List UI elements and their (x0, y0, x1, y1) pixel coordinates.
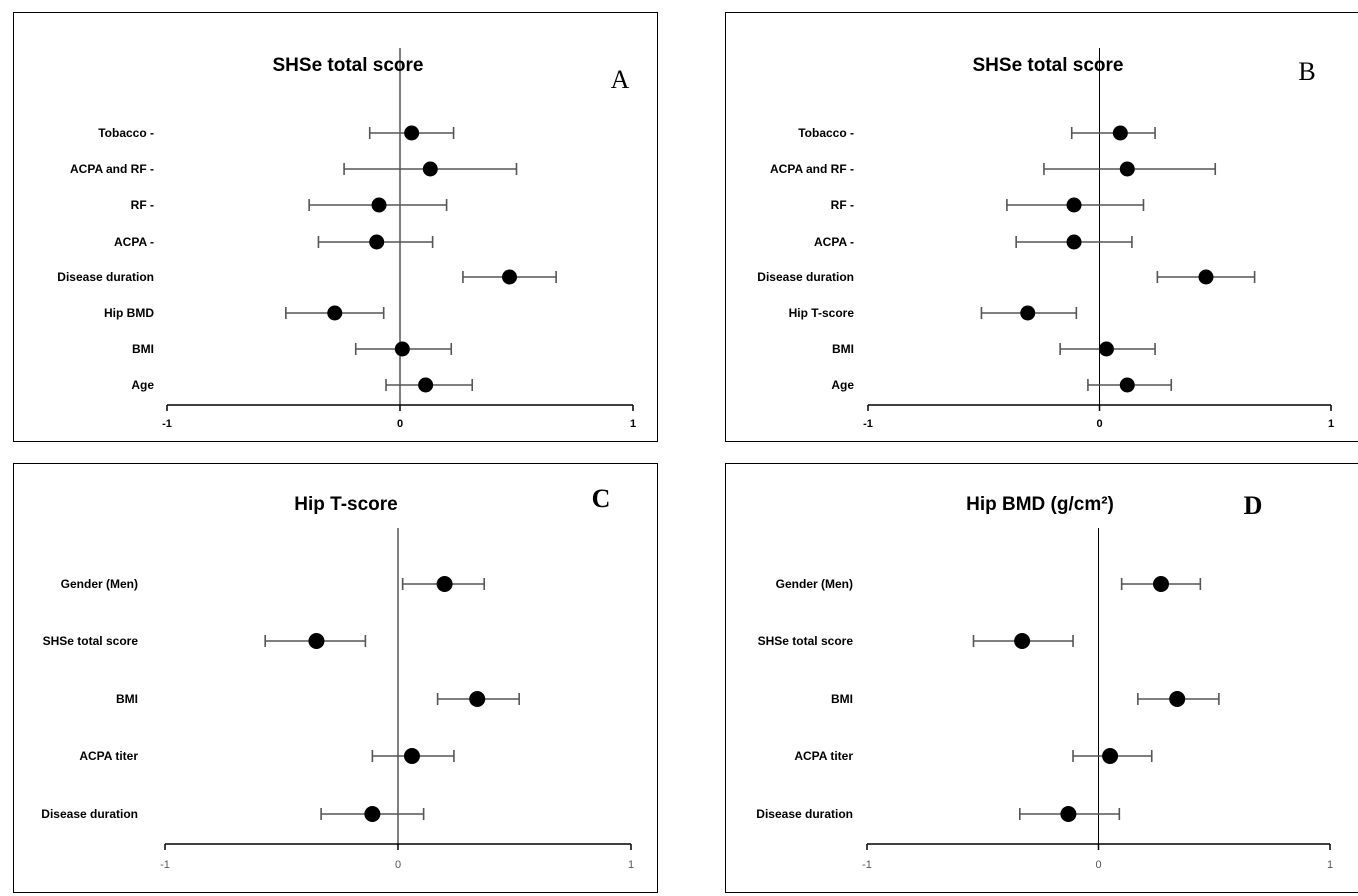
estimate-point (1060, 806, 1077, 822)
estimate-point (1169, 691, 1186, 707)
x-tick-label: -1 (162, 418, 172, 430)
x-tick-label: -1 (160, 859, 170, 871)
category-label: Gender (Men) (776, 577, 853, 591)
category-label: RF - (131, 198, 154, 212)
category-label: BMI (132, 342, 154, 356)
category-label: Hip T-score (789, 306, 855, 320)
panel-label: A (611, 65, 630, 94)
estimate-point (1119, 161, 1135, 177)
chart-title: Hip BMD (g/cm²) (966, 494, 1114, 515)
x-tick-label: -1 (862, 859, 872, 871)
estimate-point (1066, 234, 1082, 250)
panel-label: C (592, 484, 611, 513)
estimate-point (418, 377, 434, 393)
estimate-point (371, 197, 387, 213)
forest-plot-svg: Hip BMD (g/cm²) D -1 0 1 Gender (Men) SHSe tot… (756, 491, 1333, 871)
estimate-point (327, 305, 343, 321)
estimate-point (1102, 748, 1119, 764)
category-label: BMI (116, 692, 138, 706)
category-label: Disease duration (41, 807, 138, 821)
estimate-point (364, 806, 381, 822)
category-label: SHSe total score (43, 634, 139, 648)
forest-plot-panel-c: Hip T-score C -1 0 1 Gender (Men) SHSe total s… (13, 463, 658, 893)
x-tick-label: 1 (1327, 859, 1333, 871)
estimate-point (394, 341, 410, 357)
x-tick-label: 0 (1095, 859, 1101, 871)
estimate-point (1112, 125, 1128, 141)
forest-plot-panel-d: Hip BMD (g/cm²) D -1 0 1 Gender (Men) SHSe tot… (725, 463, 1358, 893)
category-label: Disease duration (57, 270, 154, 284)
chart-title: Hip T-score (294, 494, 397, 515)
category-label: ACPA titer (794, 749, 853, 763)
category-label: Disease duration (757, 270, 854, 284)
category-label: Gender (Men) (61, 577, 138, 591)
category-label: ACPA and RF - (770, 162, 854, 176)
category-label: Age (831, 378, 854, 392)
x-tick-label: 1 (630, 418, 636, 430)
estimate-point (308, 633, 325, 649)
forest-plot-svg: SHSe total score A -1 0 1 Tobacco - ACPA and R… (57, 48, 636, 430)
estimate-point (1119, 377, 1135, 393)
estimate-point (404, 125, 420, 141)
estimate-point (502, 269, 518, 285)
estimate-point (1066, 197, 1082, 213)
category-label: Tobacco - (798, 126, 854, 140)
category-label: ACPA and RF - (70, 162, 154, 176)
estimate-point (469, 691, 486, 707)
category-label: ACPA - (814, 235, 854, 249)
x-tick-label: 1 (1328, 418, 1334, 430)
category-label: BMI (831, 692, 853, 706)
chart-title: SHSe total score (973, 55, 1124, 76)
chart-title: SHSe total score (273, 55, 424, 76)
category-label: Disease duration (756, 807, 853, 821)
estimate-point (1020, 305, 1036, 321)
category-label: BMI (832, 342, 854, 356)
forest-plot-svg: SHSe total score B -1 0 1 Tobacco - ACPA and R… (757, 48, 1334, 430)
estimate-point (369, 234, 385, 250)
x-tick-label: -1 (863, 418, 873, 430)
estimate-point (1098, 341, 1114, 357)
x-tick-label: 0 (395, 859, 401, 871)
category-label: ACPA - (114, 235, 154, 249)
estimate-point (1153, 576, 1170, 592)
panel-label: B (1298, 57, 1315, 86)
x-tick-label: 0 (397, 418, 403, 430)
category-label: Tobacco - (98, 126, 154, 140)
estimate-point (1014, 633, 1031, 649)
category-label: ACPA titer (79, 749, 138, 763)
estimate-point (422, 161, 438, 177)
estimate-point (403, 748, 420, 764)
x-tick-label: 1 (628, 859, 634, 871)
estimate-point (436, 576, 453, 592)
x-tick-label: 0 (1096, 418, 1102, 430)
forest-plot-svg: Hip T-score C -1 0 1 Gender (Men) SHSe total s… (41, 484, 634, 871)
forest-plot-panel-b: SHSe total score B -1 0 1 Tobacco - ACPA and R… (725, 12, 1358, 442)
forest-plot-panel-a: SHSe total score A -1 0 1 Tobacco - ACPA and R… (13, 12, 658, 442)
category-label: Age (131, 378, 154, 392)
category-label: SHSe total score (758, 634, 854, 648)
panel-label: D (1244, 491, 1263, 520)
category-label: Hip BMD (104, 306, 154, 320)
category-label: RF - (831, 198, 854, 212)
estimate-point (1198, 269, 1214, 285)
